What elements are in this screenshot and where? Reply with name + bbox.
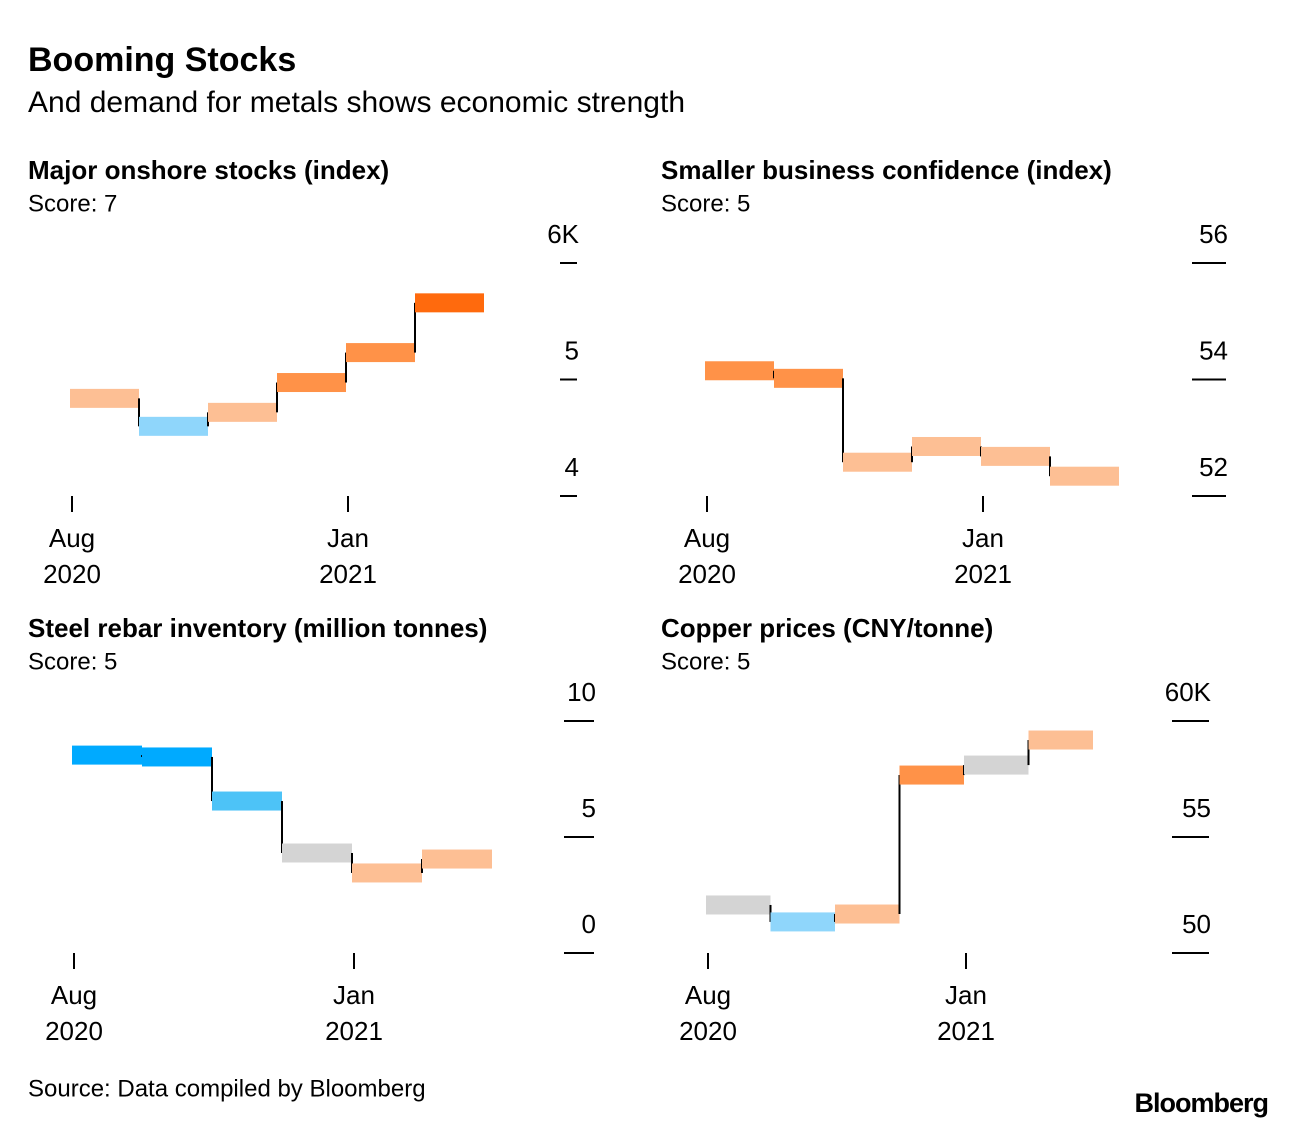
brand-logo: Bloomberg	[1134, 1088, 1268, 1118]
y-tick-label: 50	[1182, 909, 1211, 939]
x-tick-label: Aug 2020	[679, 980, 737, 1046]
x-tick-label: Jan 2021	[325, 980, 383, 1046]
step-bar	[208, 402, 277, 422]
page-title: Booming Stocks	[28, 41, 296, 79]
step-bar	[912, 436, 981, 456]
y-tick-label: 55	[1182, 793, 1211, 823]
panel-title: Smaller business confidence (index)	[661, 155, 1112, 185]
step-bar	[70, 388, 139, 408]
step-bar	[774, 368, 843, 388]
x-tick-label: Jan 2021	[319, 523, 377, 589]
step-bar	[835, 904, 900, 924]
step-bar	[1028, 730, 1093, 750]
source: Source: Data compiled by Bloomberg	[28, 1075, 426, 1102]
step-bar	[843, 452, 912, 472]
y-tick-label: 4	[565, 452, 579, 482]
x-tick-label: Aug 2020	[43, 523, 101, 589]
y-tick-label: 52	[1199, 452, 1228, 482]
step-bar	[212, 791, 282, 811]
page-subtitle: And demand for metals shows economic str…	[28, 86, 685, 119]
panel-subtitle: Score: 7	[28, 190, 117, 217]
step-bar	[282, 843, 352, 863]
step-bar	[705, 361, 774, 381]
step-bar	[770, 912, 835, 932]
x-tick-label: Aug 2020	[45, 980, 103, 1046]
panel-subtitle: Score: 5	[28, 648, 117, 675]
y-tick-label: 54	[1199, 335, 1228, 365]
step-bar	[72, 745, 142, 765]
y-tick-label: 56	[1199, 219, 1228, 249]
x-tick-label: Jan 2021	[954, 523, 1012, 589]
panel-subtitle: Score: 5	[661, 648, 750, 675]
step-bar	[981, 446, 1050, 466]
step-bar	[422, 849, 492, 869]
step-bar	[139, 416, 208, 436]
panel-subtitle: Score: 5	[661, 190, 750, 217]
step-bar	[277, 373, 346, 393]
y-tick-label: 60K	[1165, 677, 1212, 707]
step-bar	[964, 755, 1029, 775]
step-bar	[899, 765, 964, 785]
y-tick-label: 5	[565, 335, 579, 365]
step-bar	[352, 863, 422, 883]
y-tick-label: 0	[582, 909, 596, 939]
step-bar	[346, 343, 415, 363]
panel-title: Major onshore stocks (index)	[28, 155, 389, 185]
step-bar	[1050, 466, 1119, 486]
panel-title: Copper prices (CNY/tonne)	[661, 613, 993, 643]
step-bar	[142, 747, 212, 767]
x-tick-label: Aug 2020	[678, 523, 736, 589]
panel-title: Steel rebar inventory (million tonnes)	[28, 613, 487, 643]
y-tick-label: 10	[567, 677, 596, 707]
x-tick-label: Jan 2021	[937, 980, 995, 1046]
step-bar	[415, 293, 484, 313]
y-tick-label: 6K	[547, 219, 579, 249]
step-bar	[706, 895, 771, 915]
y-tick-label: 5	[582, 793, 596, 823]
